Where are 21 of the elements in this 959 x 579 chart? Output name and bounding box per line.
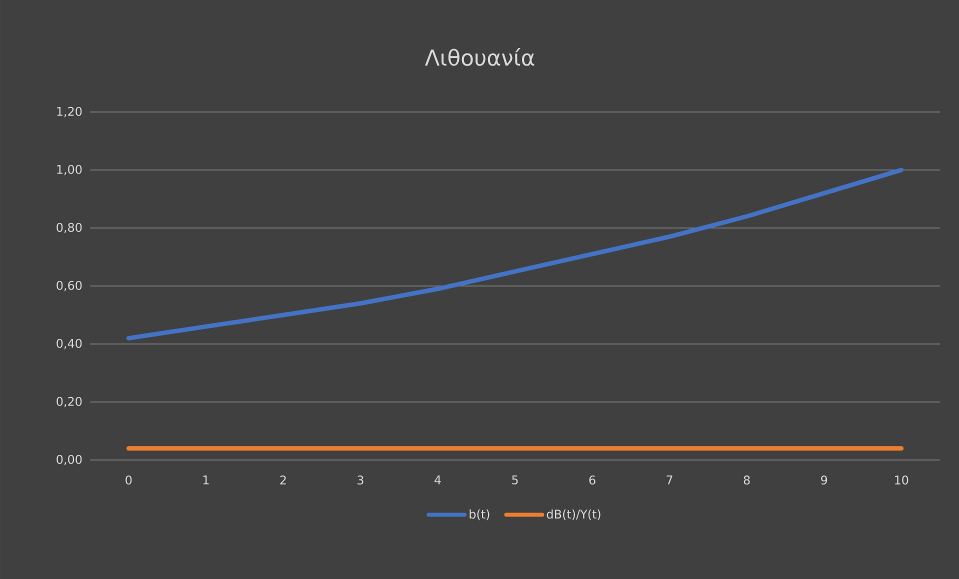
y-tick-label: 0,20 [56,396,82,408]
y-tick-label: 0,00 [56,454,82,466]
x-tick-label: 10 [895,476,908,485]
x-tick-label: 3 [358,476,364,485]
x-tick-label: 0 [126,476,132,485]
x-tick-label: 6 [589,476,596,485]
y-tick-label: 0,60 [56,280,82,292]
y-tick-label: 1,20 [57,106,82,118]
x-tick-label: 7 [666,476,672,484]
x-tick-label: 2 [280,476,286,484]
y-tick-label: 0,80 [56,222,82,234]
legend-label: dB(t)/Y(t) [546,509,600,520]
x-tick-label: 1 [203,476,209,484]
x-tick-label: 9 [821,476,828,485]
chart-title: Λιθουανία [424,48,534,66]
legend-label: b(t) [470,509,490,520]
y-tick-label: 0,40 [56,338,82,350]
x-tick-label: 5 [512,476,518,484]
y-tick-label: 1,00 [57,164,82,176]
x-tick-label: 4 [434,476,441,484]
x-tick-label: 8 [744,476,750,485]
